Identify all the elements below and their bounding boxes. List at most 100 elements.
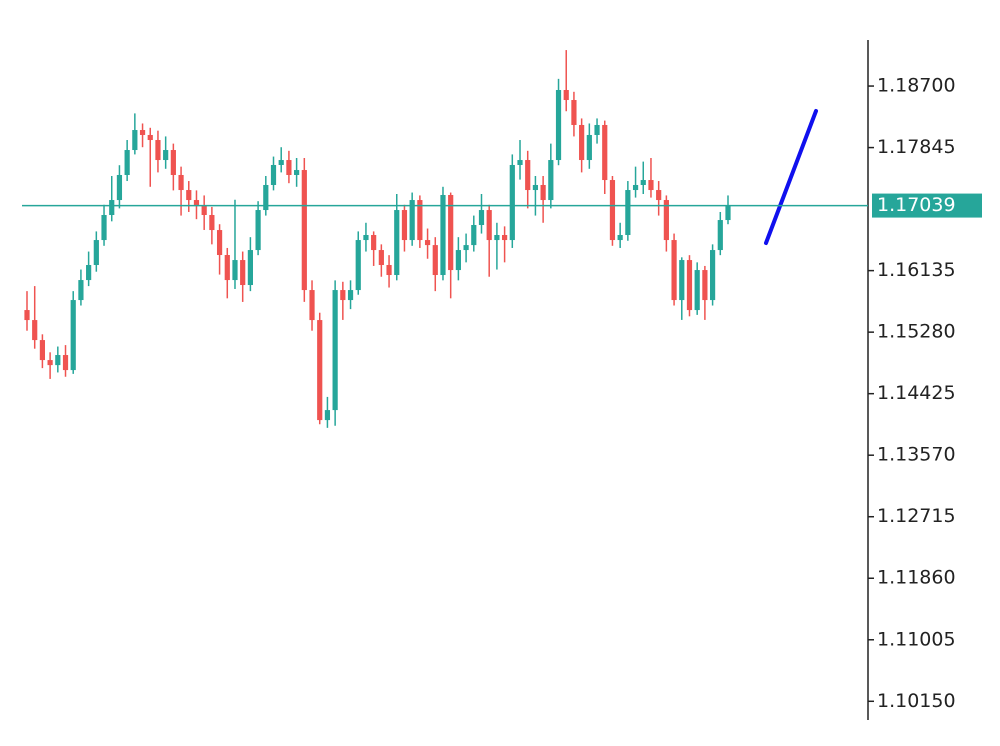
y-tick-label: 1.16135 [877,259,956,281]
candle-body [494,235,500,241]
candle-body [332,290,338,411]
y-tick-label: 1.18700 [877,75,956,97]
y-tick-label: 1.14425 [877,382,956,404]
candle-body [209,215,215,231]
candle-body [563,90,569,101]
candle-body [62,355,69,371]
candle-body [424,240,431,246]
candle-body [509,164,515,241]
candle-body [586,134,592,161]
candle-body [78,280,84,301]
y-tick-label: 1.10150 [877,690,956,712]
candle-body [371,235,377,251]
candle-body [32,320,38,341]
y-tick-label: 1.11860 [877,567,956,589]
candle-body [255,210,261,251]
trend-line[interactable] [764,109,818,245]
candle-body [317,320,323,421]
candle-body [340,290,346,301]
candle-body [671,240,677,301]
candle-body [355,240,361,291]
candle-body [394,210,400,276]
candle-body [609,180,616,241]
candle-body [70,300,76,371]
candle-body [301,170,307,291]
candle-body [679,260,685,301]
candle-body [147,134,153,141]
candle-body [463,245,469,251]
candle-body [625,190,631,236]
candle-body [363,235,369,241]
candle-body [617,235,623,241]
candle-body [579,124,585,161]
candle-body [186,190,192,201]
y-tick-label: 1.11005 [877,628,956,650]
y-tick-label: 1.12715 [877,505,956,527]
candle-body [702,270,708,301]
candle-body [471,225,477,246]
candle-body [294,170,300,175]
candle-body [116,174,123,201]
candle-body [448,194,454,271]
candle-body [632,184,639,191]
candle-body [532,184,539,191]
candle-body [224,255,230,281]
candle-body [378,250,384,266]
candle-body [286,160,292,175]
candle-body [93,240,99,266]
candle-body [571,100,577,125]
candle-body [155,140,161,161]
candle-body [201,204,207,216]
candle-body [409,200,415,241]
y-tick-label: 1.17845 [877,136,956,158]
candle-body [270,164,277,185]
candle-body [502,235,508,241]
candle-body [39,340,46,361]
candle-body [548,160,554,201]
candle-body [55,355,61,366]
candle-body [178,174,184,191]
candle-body [101,215,107,241]
candle-body [717,220,723,251]
candle-body [132,130,138,151]
candle-body [386,265,392,276]
candle-body [240,260,246,286]
candle-body [263,184,269,211]
candle-body [725,205,731,221]
candle-body [170,150,176,175]
candle-body [417,200,423,241]
candle-body [694,270,700,311]
candle-body [86,265,92,281]
candle-body [686,260,693,311]
candle-body [163,150,169,161]
candle-body [309,290,315,321]
candle-body [247,250,253,286]
candle-body [525,160,531,191]
candle-body [540,184,546,201]
candle-body [47,360,53,366]
candle-body [124,150,130,175]
candle-body [193,200,200,205]
candle-body [486,210,492,241]
candle-body [594,124,600,135]
candle-body [440,194,446,276]
candle-body [401,210,408,241]
candle-body [602,124,608,181]
current-price-box [872,193,982,218]
candle-body [656,190,662,201]
candle-body [640,180,646,185]
candle-body [232,260,238,281]
candle-body [216,230,223,256]
candle-body [432,245,438,276]
y-tick-label: 1.15280 [877,321,956,343]
candle-body [347,290,354,301]
candle-body [663,200,669,241]
y-tick-label: 1.13570 [877,444,956,466]
candle-body [478,210,485,226]
candle-body [455,250,461,271]
candle-body [278,160,284,165]
candle-body [648,180,654,191]
candle-body [517,160,523,165]
